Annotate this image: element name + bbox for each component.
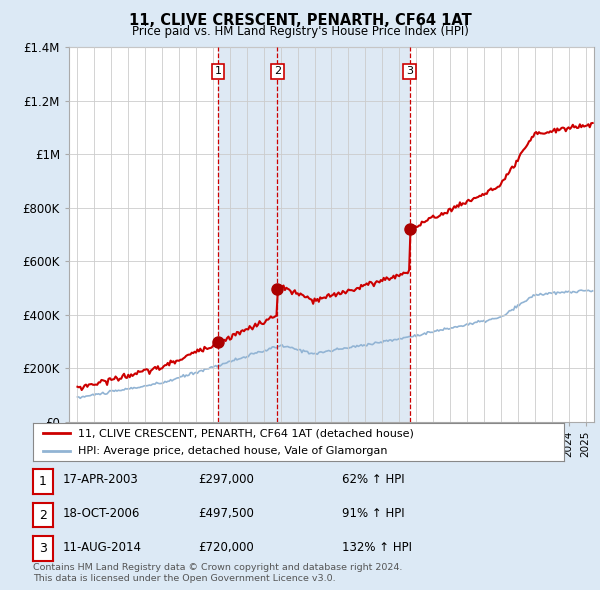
Text: 17-APR-2003: 17-APR-2003: [63, 473, 139, 487]
Text: 132% ↑ HPI: 132% ↑ HPI: [342, 540, 412, 554]
Text: 18-OCT-2006: 18-OCT-2006: [63, 507, 140, 520]
Text: 1: 1: [214, 66, 221, 76]
Text: 62% ↑ HPI: 62% ↑ HPI: [342, 473, 404, 487]
Bar: [218, 47, 277, 422]
Text: 3: 3: [406, 66, 413, 76]
Text: £297,000: £297,000: [198, 473, 254, 487]
Text: Contains HM Land Registry data © Crown copyright and database right 2024.: Contains HM Land Registry data © Crown c…: [33, 563, 403, 572]
Text: £497,500: £497,500: [198, 507, 254, 520]
Text: 91% ↑ HPI: 91% ↑ HPI: [342, 507, 404, 520]
Text: 11, CLIVE CRESCENT, PENARTH, CF64 1AT (detached house): 11, CLIVE CRESCENT, PENARTH, CF64 1AT (d…: [78, 428, 414, 438]
Text: 11, CLIVE CRESCENT, PENARTH, CF64 1AT: 11, CLIVE CRESCENT, PENARTH, CF64 1AT: [128, 13, 472, 28]
Text: Price paid vs. HM Land Registry's House Price Index (HPI): Price paid vs. HM Land Registry's House …: [131, 25, 469, 38]
Text: HPI: Average price, detached house, Vale of Glamorgan: HPI: Average price, detached house, Vale…: [78, 446, 388, 456]
Text: 1: 1: [39, 475, 47, 488]
Text: 11-AUG-2014: 11-AUG-2014: [63, 540, 142, 554]
Text: £720,000: £720,000: [198, 540, 254, 554]
Bar: [277, 47, 410, 422]
Text: 2: 2: [39, 509, 47, 522]
Text: This data is licensed under the Open Government Licence v3.0.: This data is licensed under the Open Gov…: [33, 574, 335, 583]
Text: 3: 3: [39, 542, 47, 555]
Text: 2: 2: [274, 66, 281, 76]
